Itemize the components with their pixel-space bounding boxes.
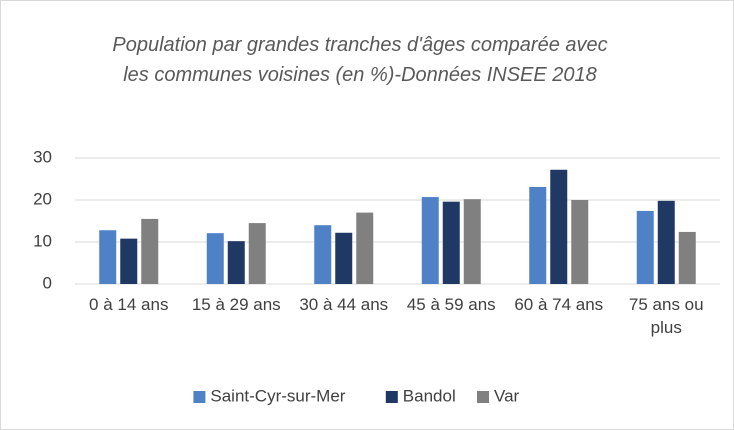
bar [657,200,675,284]
bar [678,231,696,284]
bar [636,210,654,284]
bar [248,223,266,284]
bar [206,233,224,284]
legend-swatch [477,391,489,403]
bar [571,200,589,284]
x-tick-label: 45 à 59 ans [406,295,496,314]
chart-title: Population par grandes tranches d'âges c… [112,34,608,86]
bar [335,232,353,284]
x-tick-label: 0 à 14 ans [89,295,169,314]
x-tick-label: 60 à 74 ans [514,295,604,314]
x-tick-label: 30 à 44 ans [299,295,389,314]
bar [227,241,245,284]
bar [463,199,481,284]
legend-label: Var [494,386,520,405]
legend-swatch [193,391,206,403]
legend-swatch [385,391,398,403]
bar [421,197,439,284]
bar [356,212,374,284]
y-tick-label: 10 [33,231,52,250]
x-tick-label: 75 ans ou plus [628,295,704,337]
bar [314,225,332,284]
y-tick-label: 20 [33,189,52,208]
legend-label: Bandol [403,386,456,405]
y-tick-label: 0 [43,273,52,292]
bar [442,201,460,284]
legend-label: Saint-Cyr-sur-Mer [210,386,345,405]
bar [120,238,138,284]
bar [99,230,117,284]
bar [529,186,547,284]
y-tick-label: 30 [33,147,52,166]
bar [550,169,568,284]
bar [141,218,159,284]
x-tick-label: 15 à 29 ans [191,295,281,314]
